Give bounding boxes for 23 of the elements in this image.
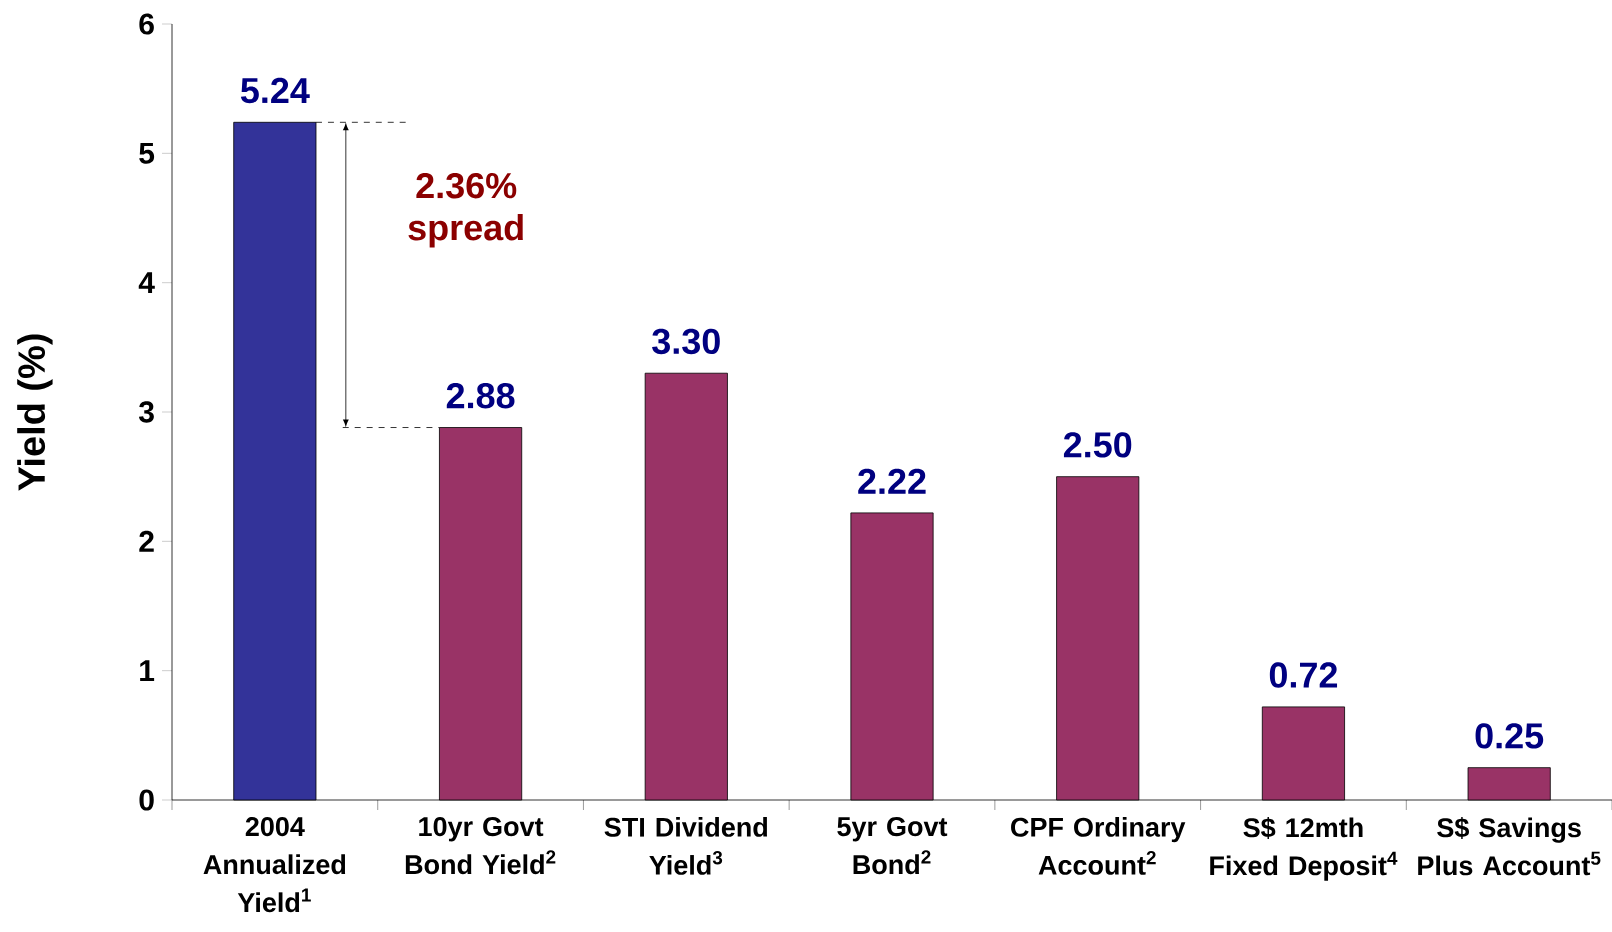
y-tick-label: 6 (139, 13, 154, 35)
data-label: 3.30 (652, 328, 720, 355)
y-tick-label: 1 (140, 660, 155, 681)
y-axis-title: Yield (%) (17, 334, 53, 491)
y-tick-label: 3 (138, 401, 154, 423)
x-tick-label: S$ 12mth Fixed Deposit$^{4}$ (1210, 817, 1398, 881)
data-label: 0.72 (1269, 662, 1338, 688)
y-tick-label: 2 (139, 530, 154, 552)
x-tick-label: 10yr Govt Bond Yield$^{2}$ (405, 817, 556, 875)
x-tick-label: S$ Savings Plus Account$^{5}$ (1418, 817, 1601, 876)
data-label: 0.25 (1475, 723, 1544, 749)
x-tick-label: CPF Ordinary Account$^{2}$ (1011, 817, 1186, 875)
y-tick-label: 0 (139, 789, 154, 811)
data-label: 5.24 (240, 77, 310, 104)
y-tick-label: 4 (138, 272, 155, 293)
x-tick-label: 2004 Annualized Yield$^{1}$ (203, 817, 346, 913)
x-tick-label: STI Dividend Yield$^{3}$ (604, 817, 768, 875)
y-tick-label: 5 (139, 142, 155, 164)
annotation: 2.36% spread (408, 172, 523, 248)
data-label: 2.88 (446, 383, 515, 409)
data-label: 2.50 (1063, 432, 1132, 458)
x-tick-label: 5yr Govt Bond$^{2}$ (837, 817, 948, 875)
data-label: 2.22 (858, 468, 926, 494)
